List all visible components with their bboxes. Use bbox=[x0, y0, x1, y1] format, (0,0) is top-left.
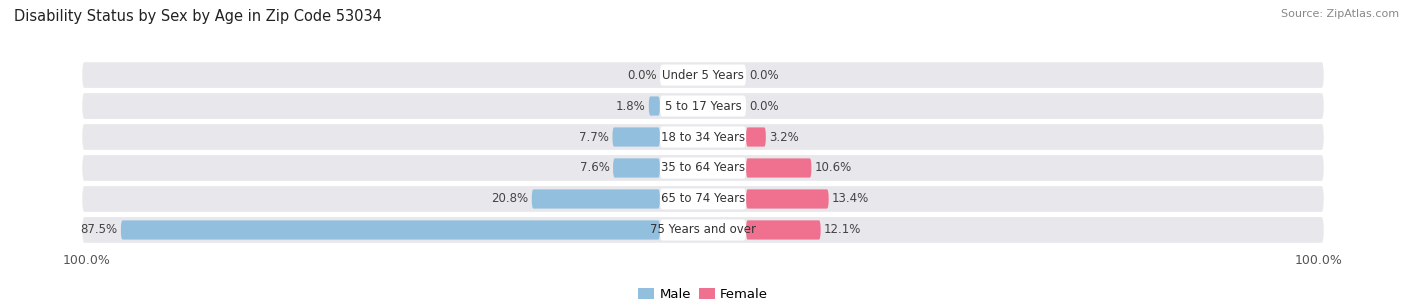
FancyBboxPatch shape bbox=[531, 189, 659, 209]
Text: 0.0%: 0.0% bbox=[749, 69, 779, 81]
FancyBboxPatch shape bbox=[747, 220, 821, 239]
Text: Source: ZipAtlas.com: Source: ZipAtlas.com bbox=[1281, 9, 1399, 19]
Text: 65 to 74 Years: 65 to 74 Years bbox=[661, 192, 745, 206]
FancyBboxPatch shape bbox=[659, 64, 747, 86]
FancyBboxPatch shape bbox=[613, 127, 659, 147]
FancyBboxPatch shape bbox=[82, 216, 1324, 244]
FancyBboxPatch shape bbox=[121, 220, 659, 239]
FancyBboxPatch shape bbox=[82, 61, 1324, 89]
Legend: Male, Female: Male, Female bbox=[633, 282, 773, 305]
Text: 10.6%: 10.6% bbox=[814, 161, 852, 174]
Text: 0.0%: 0.0% bbox=[627, 69, 657, 81]
Text: 13.4%: 13.4% bbox=[832, 192, 869, 206]
FancyBboxPatch shape bbox=[747, 158, 811, 178]
FancyBboxPatch shape bbox=[747, 189, 828, 209]
Text: 87.5%: 87.5% bbox=[80, 224, 118, 236]
FancyBboxPatch shape bbox=[659, 157, 747, 178]
Text: 20.8%: 20.8% bbox=[492, 192, 529, 206]
Text: Under 5 Years: Under 5 Years bbox=[662, 69, 744, 81]
Text: 12.1%: 12.1% bbox=[824, 224, 860, 236]
Text: 1.8%: 1.8% bbox=[616, 99, 645, 113]
FancyBboxPatch shape bbox=[659, 95, 747, 117]
FancyBboxPatch shape bbox=[82, 92, 1324, 120]
Text: 18 to 34 Years: 18 to 34 Years bbox=[661, 131, 745, 144]
FancyBboxPatch shape bbox=[747, 127, 766, 147]
Text: 75 Years and over: 75 Years and over bbox=[650, 224, 756, 236]
FancyBboxPatch shape bbox=[659, 219, 747, 241]
FancyBboxPatch shape bbox=[648, 96, 659, 116]
Text: Disability Status by Sex by Age in Zip Code 53034: Disability Status by Sex by Age in Zip C… bbox=[14, 9, 382, 24]
FancyBboxPatch shape bbox=[82, 154, 1324, 182]
FancyBboxPatch shape bbox=[659, 127, 747, 148]
Text: 35 to 64 Years: 35 to 64 Years bbox=[661, 161, 745, 174]
Text: 3.2%: 3.2% bbox=[769, 131, 799, 144]
Text: 7.6%: 7.6% bbox=[581, 161, 610, 174]
Text: 5 to 17 Years: 5 to 17 Years bbox=[665, 99, 741, 113]
FancyBboxPatch shape bbox=[82, 123, 1324, 151]
FancyBboxPatch shape bbox=[82, 185, 1324, 213]
FancyBboxPatch shape bbox=[613, 158, 659, 178]
FancyBboxPatch shape bbox=[659, 188, 747, 210]
Text: 0.0%: 0.0% bbox=[749, 99, 779, 113]
Text: 7.7%: 7.7% bbox=[579, 131, 609, 144]
